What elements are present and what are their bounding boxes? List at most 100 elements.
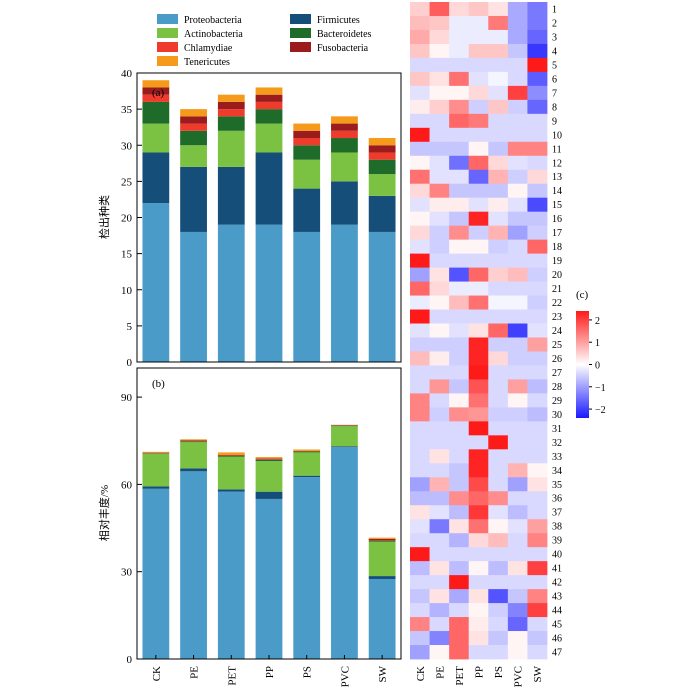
heatmap-cell [449, 29, 470, 45]
heatmap-cell [429, 407, 450, 422]
heatmap-cell [449, 309, 470, 324]
heatmap-cell [429, 421, 450, 436]
heatmap-cell [468, 253, 489, 268]
heatmap-cell [429, 393, 450, 408]
colorbar-tick-label: 2 [595, 316, 600, 327]
heatmap-cell [527, 2, 548, 17]
heatmap-cell [429, 2, 450, 17]
bar-chlamydiae-ps [293, 138, 321, 146]
heatmap-cell [410, 463, 430, 478]
heatmap-cell [488, 141, 509, 157]
heatmap-cell [488, 183, 509, 199]
heatmap-cell [449, 295, 470, 310]
bar-tenericutes-pvc [331, 116, 358, 124]
y-tick-label: 40 [121, 68, 133, 80]
y-tick-label: 0 [127, 654, 133, 666]
bar-actinobacteria-pvc [331, 426, 358, 447]
heatmap-row-label: 37 [552, 508, 562, 519]
legend-swatch-firmicutes [290, 14, 311, 24]
bar-tenericutes-ps [293, 123, 321, 131]
legend-swatch-fusobacteria [290, 42, 311, 52]
bar-tenericutes-pe [180, 439, 207, 441]
heatmap-cell [410, 631, 430, 646]
heatmap-cell [468, 407, 489, 422]
heatmap-cell [527, 491, 548, 506]
x-tick-label: PE [189, 666, 201, 679]
heatmap-cell [468, 155, 489, 171]
heatmap-cell [468, 491, 489, 506]
heatmap-cell [410, 547, 430, 562]
heatmap-cell [507, 309, 528, 324]
bar-proteobacteria-ps [293, 231, 321, 362]
bar-tenericutes-ck [142, 451, 170, 453]
heatmap-cell [527, 519, 548, 534]
heatmap-cell [449, 57, 470, 73]
legend-swatch-chlamydiae [157, 42, 178, 52]
heatmap-cell [527, 589, 548, 604]
heatmap-cell [507, 407, 528, 422]
heatmap-cell [468, 337, 489, 352]
heatmap-cell [488, 477, 509, 492]
heatmap-cell [410, 267, 430, 282]
heatmap-cell [468, 113, 489, 129]
y-tick-label: 30 [121, 567, 133, 579]
heatmap-cell [410, 365, 430, 380]
heatmap-cell [527, 575, 548, 590]
bar-chlamydiae-sw [368, 539, 396, 541]
panel-c-heatmap: 1234567891011121314151617181920212223242… [410, 2, 606, 687]
heatmap-cell [468, 393, 489, 408]
heatmap-cell [410, 225, 430, 241]
bar-proteobacteria-pe [180, 471, 207, 659]
heatmap-cell [468, 29, 489, 45]
heatmap-cell [429, 141, 450, 157]
heatmap-cell [527, 505, 548, 520]
heatmap-row-label: 19 [552, 256, 562, 267]
bar-tenericutes-pp [255, 457, 283, 459]
heatmap-cell [507, 183, 528, 199]
heatmap-cell [527, 113, 548, 129]
heatmap-cell [449, 71, 470, 87]
y-tick-label: 5 [127, 321, 133, 333]
heatmap-cell [468, 71, 489, 87]
y-tick-label: 25 [121, 176, 133, 188]
heatmap-cell [449, 43, 470, 59]
heatmap-cell [468, 211, 489, 227]
legend-swatch-proteobacteria [157, 14, 178, 24]
heatmap-cell [468, 239, 489, 255]
heatmap-cell [468, 351, 489, 366]
heatmap-row-label: 34 [552, 466, 562, 477]
heatmap-cell [527, 309, 548, 324]
heatmap-cell [410, 491, 430, 506]
heatmap-cell [429, 183, 450, 199]
heatmap-row-label: 1 [552, 4, 557, 15]
heatmap-cell [449, 421, 470, 436]
bar-firmicutes-sw [368, 195, 396, 232]
heatmap-cell [488, 113, 509, 129]
bar-proteobacteria-pvc [331, 447, 358, 659]
heatmap-cell [527, 337, 548, 352]
heatmap-cell [410, 113, 430, 129]
heatmap-cell [507, 491, 528, 506]
heatmap-cell [410, 421, 430, 436]
bar-tenericutes-ck [142, 80, 170, 88]
heatmap-cell [449, 197, 470, 213]
heatmap-cell [507, 155, 528, 171]
heatmap-cell [429, 435, 450, 450]
bar-bacteroidetes-pet [217, 116, 245, 131]
heatmap-cell [429, 225, 450, 241]
heatmap-cell [468, 365, 489, 380]
heatmap-cell [468, 379, 489, 394]
heatmap-cell [527, 421, 548, 436]
heatmap-cell [488, 519, 509, 534]
heatmap-row-label: 30 [552, 410, 562, 421]
heatmap-cell [507, 169, 528, 185]
heatmap-cell [507, 323, 528, 338]
bar-tenericutes-pet [217, 452, 245, 456]
heatmap-cell [488, 295, 509, 310]
heatmap-cell [468, 85, 489, 101]
heatmap-cell [527, 351, 548, 366]
heatmap-cell [488, 645, 509, 660]
heatmap-cell [488, 239, 509, 255]
heatmap-cell [507, 239, 528, 255]
heatmap-cell [527, 295, 548, 310]
